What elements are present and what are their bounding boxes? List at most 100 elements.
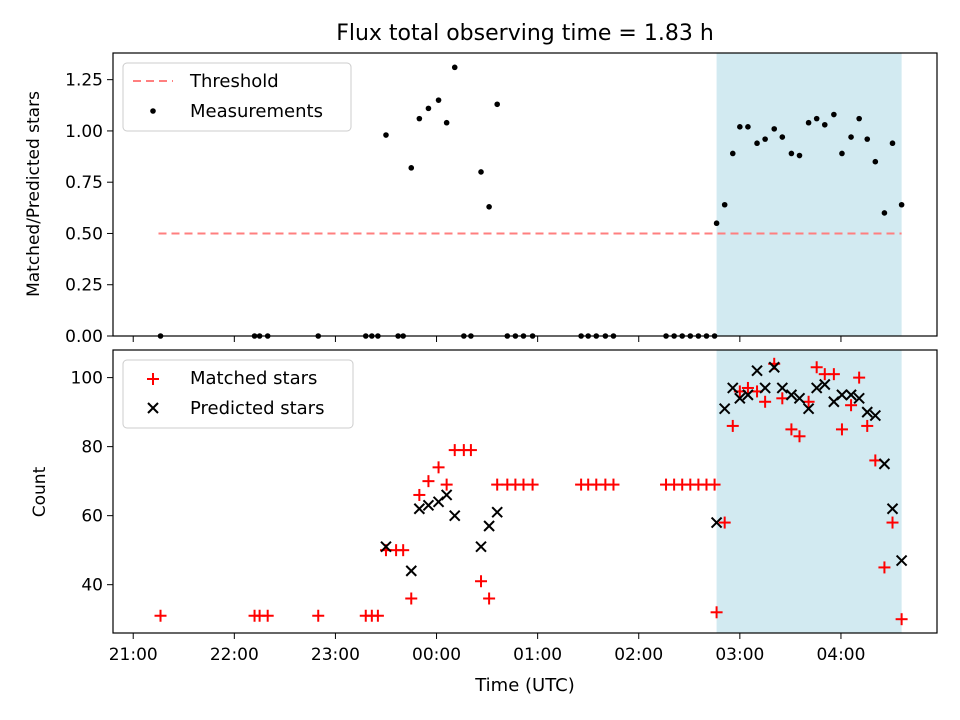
matched-star-point [869,454,882,467]
x-tick-label: 21:00 [109,645,158,665]
matched-star-point [878,561,891,574]
matched-star-point [464,444,477,457]
predicted-star-point [853,392,865,405]
predicted-star-point [802,402,815,415]
ratio-y-axis-label: Matched/Predicted stars [24,91,44,297]
matched-star-point [413,488,426,501]
measurement-point [383,132,389,138]
predicted-star-point [819,378,831,391]
matched-star-point [261,609,274,622]
count-y-axis-label: Count [30,466,50,517]
matched-star-point [432,461,445,474]
measurement-point [856,115,862,122]
ratio-panel: 0.00 0.25 0.50 0.75 1.00 1.25 Matched/Predict… [24,52,938,347]
count-axis-ticks: 21:00 22:00 23:00 00:00 01:00 02:00 03:00 04:00… [71,369,866,665]
measurement-point [762,136,768,142]
measurement-point [771,126,778,132]
measurement-point [494,101,500,108]
matched-star-point [802,395,815,408]
predicted-star-point [845,389,857,401]
predicted-star-point [836,389,848,401]
measurement-point [881,210,888,216]
measurement-point [864,136,871,142]
predicted-star-point [869,409,882,422]
predicted-star-point [483,520,495,532]
predicted-star-point [785,389,798,401]
matched-star-point [810,361,823,374]
predicted-star-point [861,406,873,418]
matched-star-point [607,478,620,491]
matched-star-point [526,478,539,491]
legend-matched-swatch [147,373,159,385]
y-tick-label: 0.25 [65,276,103,296]
matched-star-point [853,371,866,384]
measurement-point [805,119,812,126]
measurement-point [796,152,803,159]
measurement-point [713,220,720,227]
count-legend: Matched stars Predicted stars [122,359,354,429]
predicted-star-point [405,565,417,577]
predicted-star-point [422,499,435,512]
y-tick-label: 1.00 [65,122,103,142]
measurement-point [889,140,896,147]
ratio-axis-ticks: 0.00 0.25 0.50 0.75 1.00 1.25 [65,71,842,347]
predicted-star-point [895,554,908,567]
y-tick-label: 40 [81,576,103,596]
y-tick-label: 60 [81,507,103,527]
predicted-star-point [380,541,392,553]
chart-title: Flux total observing time = 1.83 h [336,21,714,46]
measurement-point [821,121,828,128]
x-tick-label: 03:00 [715,645,764,665]
count-panel-frame [112,349,938,634]
predicted-star-point [742,389,754,401]
measurement-points [157,64,905,339]
predicted-star-point [810,382,823,394]
matched-star-point [475,575,488,588]
predicted-star-point [413,503,426,515]
predicted-star-point [886,503,899,515]
matched-star-point [726,419,739,432]
measurement-point [451,64,458,71]
measurement-point [754,140,760,147]
ratio-panel-frame [112,52,938,337]
legend-predicted-label: Predicted stars [190,398,324,419]
x-tick-label: 23:00 [311,645,360,665]
matched-star-point [776,392,789,405]
measurement-point [443,119,450,126]
measurement-point [872,158,879,165]
matched-star-point [708,478,721,491]
predicted-star-point [793,392,806,405]
measurement-point [435,97,442,103]
legend-measurements-swatch [150,108,156,114]
matched-star-point [718,516,731,529]
matched-star-point [741,381,754,394]
ratio-legend-box [122,62,352,132]
measurement-point [831,111,837,118]
count-panel: 21:00 22:00 23:00 00:00 01:00 02:00 03:00 04:00… [30,349,938,665]
measurement-point [729,150,736,157]
matched-star-point [440,478,453,491]
legend-threshold-label: Threshold [189,71,279,92]
measurement-point [478,169,484,175]
matched-star-point [785,423,798,436]
measurement-point [425,105,432,112]
x-tick-label: 02:00 [614,645,663,665]
matched-star-point [861,419,874,432]
predicted-star-point [475,541,487,553]
y-tick-label: 1.25 [65,71,103,91]
matched-star-point [845,399,858,412]
matched-star-point [793,430,806,443]
measurement-point [737,124,743,130]
predicted-star-point [751,365,763,377]
matched-star-point [886,516,899,529]
predicted-star-point [776,382,789,394]
matched-star-point [483,592,496,605]
measurement-point [898,201,905,208]
measurement-point [416,115,423,122]
legend-matched-label: Matched stars [190,368,317,389]
matched-star-point [827,368,840,381]
ratio-legend: Threshold Measurements [122,62,352,132]
x-tick-label: 22:00 [210,645,259,665]
measurement-point [486,204,492,210]
matched-star-point [397,544,410,557]
